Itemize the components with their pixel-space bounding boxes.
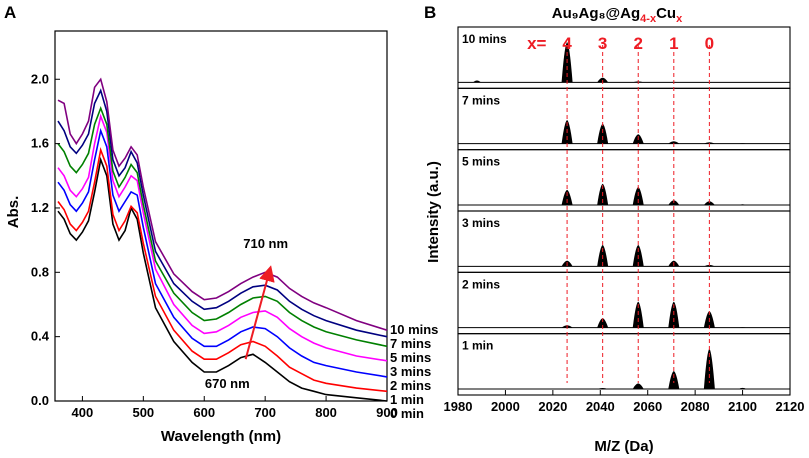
ms-peak-x2	[632, 383, 644, 389]
x-tick-label: 2000	[491, 399, 520, 414]
ms-peak-x3	[597, 123, 609, 144]
uv-vis-chart: 400 500 600 700 800 900 0.0 0.4 0.8 1.2 1.6 2.0 10…	[5, 30, 438, 445]
ms-panel-10-mins: 10 mins	[457, 26, 791, 89]
title-sub-1: 4-x	[640, 13, 657, 25]
mass-spec-x-ticks: 1980 2000 2020 2040 2060 2080 2100 2120	[444, 390, 805, 414]
peak-annotation-710: 710 nm	[243, 236, 288, 251]
ms-panel-frame	[457, 149, 791, 212]
x-tick-label: 900	[376, 405, 398, 420]
ms-panel-label: 7 mins	[462, 93, 500, 107]
uv-vis-line-3-mins	[57, 113, 388, 362]
uv-vis-line-5-mins	[57, 105, 388, 348]
ms-panel-label: 5 mins	[462, 155, 500, 169]
series-label-0-min: 0 min	[390, 406, 424, 421]
x-tick-label: 2040	[586, 399, 615, 414]
title-sub-2: x	[676, 13, 683, 25]
uv-vis-x-axis-label: Wavelength (nm)	[161, 428, 281, 445]
ms-panel-frame	[457, 210, 791, 273]
peak-x-value: 4	[562, 34, 572, 53]
x-equals-label: x=	[527, 34, 546, 53]
x-tick-label: 500	[132, 405, 154, 420]
panel-a-letter: A	[4, 3, 16, 22]
peak-annotation-670: 670 nm	[205, 376, 250, 391]
ms-panel-frame	[457, 333, 791, 396]
y-tick-label: 2.0	[31, 71, 49, 86]
series-label-2-mins: 2 mins	[390, 378, 431, 393]
uv-vis-y-ticks: 0.0 0.4 0.8 1.2 1.6 2.0	[31, 71, 60, 408]
uv-vis-line-1-min	[57, 147, 388, 393]
series-label-3-mins: 3 mins	[390, 364, 431, 379]
ms-peak-x3	[597, 388, 609, 389]
title-part-2: Cu	[656, 5, 676, 22]
ms-peak-x3	[597, 77, 609, 83]
mass-spec-x-axis-label: M/Z (Da)	[594, 438, 653, 455]
x-tick-label: 1980	[444, 399, 473, 414]
ms-peak-x3	[597, 318, 609, 328]
y-tick-label: 0.0	[31, 393, 49, 408]
x-tick-label: 2100	[728, 399, 757, 414]
peak-x-value: 3	[598, 34, 607, 53]
redshift-arrow	[244, 265, 275, 360]
ms-peak-x0	[703, 201, 715, 205]
ms-minor-peak	[738, 204, 747, 205]
ms-peak-x4	[561, 189, 573, 205]
series-label-5-mins: 5 mins	[390, 350, 431, 365]
ms-panel-label: 1 min	[462, 339, 493, 353]
ms-panel-7-mins: 7 mins	[457, 87, 791, 151]
ms-panel-frame	[457, 87, 791, 151]
series-label-10-mins: 10 mins	[390, 322, 438, 337]
ms-panel-5-mins: 5 mins	[457, 149, 791, 212]
peak-guide-lines	[566, 45, 710, 383]
x-tick-label: 2080	[681, 399, 710, 414]
uv-vis-series-group	[57, 77, 388, 402]
uv-vis-line-10-mins	[57, 77, 388, 331]
ms-peak-x1	[668, 371, 680, 389]
ms-panel-label: 3 mins	[462, 216, 500, 230]
y-tick-label: 1.2	[31, 200, 49, 215]
mass-spec-subpanels: 10 mins 7 mins 5 mins 3 mins 2 mins 1 min	[457, 26, 791, 396]
peak-x-labels: x= 4 3 2 1 0	[527, 34, 714, 53]
x-tick-label: 700	[254, 405, 276, 420]
uv-vis-line-0-min	[57, 156, 388, 402]
ms-panel-frame	[457, 26, 791, 89]
y-tick-label: 0.4	[31, 329, 50, 344]
ms-minor-peak	[472, 80, 481, 83]
mass-spec-y-axis-label: Intensity (a.u.)	[425, 161, 442, 263]
ms-panel-label: 2 mins	[462, 277, 500, 291]
panel-b-letter: B	[424, 3, 436, 22]
peak-x-value: 2	[633, 34, 642, 53]
x-tick-label: 400	[72, 405, 94, 420]
ms-minor-peak	[738, 387, 747, 389]
series-label-7-mins: 7 mins	[390, 336, 431, 351]
uv-vis-plot-frame	[54, 30, 388, 402]
x-tick-label: 600	[193, 405, 215, 420]
x-tick-label: 2020	[538, 399, 567, 414]
ms-panel-2-mins: 2 mins	[457, 271, 791, 335]
uv-vis-x-ticks: 400 500 600 700 800 900	[72, 396, 398, 420]
series-label-1-min: 1 min	[390, 392, 424, 407]
x-tick-label: 2120	[776, 399, 805, 414]
ms-panel-3-mins: 3 mins	[457, 210, 791, 273]
ms-peak-x2	[632, 187, 644, 205]
x-tick-label: 800	[315, 405, 337, 420]
mass-spec-title: Au₉Ag₈@Ag4-xCux	[552, 5, 683, 25]
y-tick-label: 1.6	[31, 136, 49, 151]
ms-peak-x0	[703, 142, 715, 144]
title-part-1: Au₉Ag₈@Ag	[552, 5, 640, 22]
ms-panel-1-min: 1 min	[457, 333, 791, 396]
ms-peak-x1	[668, 141, 680, 144]
ms-panel-frame	[457, 271, 791, 335]
x-tick-label: 2060	[633, 399, 662, 414]
uv-vis-y-axis-label: Abs.	[5, 196, 22, 229]
ms-panel-label: 10 mins	[462, 32, 507, 46]
mass-spec-chart: Au₉Ag₈@Ag4-xCux 10 mins 7 mins 5 mins 3 min…	[425, 5, 804, 455]
peak-x-value: 0	[705, 34, 714, 53]
y-tick-label: 0.8	[31, 264, 49, 279]
uv-vis-line-2-mins	[57, 127, 388, 378]
uv-vis-line-7-mins	[57, 88, 388, 338]
peak-x-value: 1	[669, 34, 678, 53]
